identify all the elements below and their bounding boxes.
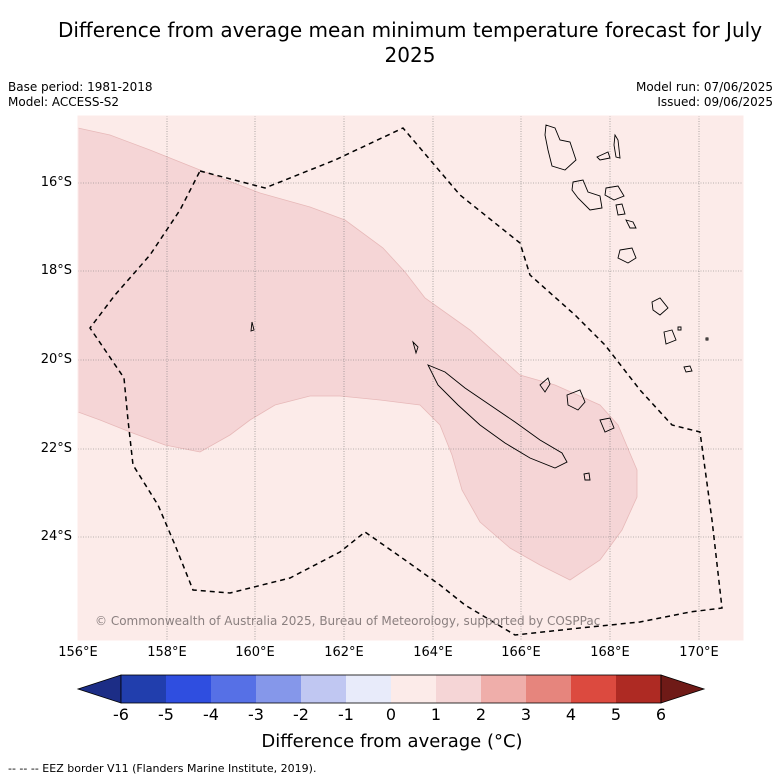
chesterfield-island — [250, 321, 255, 332]
vanuatu-espiritu-santo — [544, 124, 577, 171]
colorbar-tick-label: 4 — [565, 705, 577, 724]
colorbar-bin — [391, 675, 436, 703]
lon-label-156e: 156°E — [58, 645, 98, 660]
vanuatu-aneityum — [683, 365, 693, 373]
colorbar-bin — [301, 675, 346, 703]
colorbar-tick-label: 1 — [430, 705, 442, 724]
vanuatu-epi — [615, 203, 626, 216]
colorbar-tick-label: 3 — [520, 705, 532, 724]
colorbar-bin — [211, 675, 256, 703]
colorbar-bin — [616, 675, 661, 703]
colorbar-tick-label: -5 — [158, 705, 174, 724]
vanuatu-maewo — [613, 133, 621, 159]
colorbar — [76, 674, 706, 704]
anomaly-region-1-2 — [77, 127, 638, 581]
colorbar-bin — [166, 675, 211, 703]
map-frame — [77, 115, 744, 641]
new-caledonia-island — [427, 364, 568, 469]
colorbar-bin — [436, 675, 481, 703]
vanuatu-pentecost-ambrym — [604, 185, 625, 201]
meta-left: Base period: 1981-2018 Model: ACCESS-S2 — [8, 80, 153, 110]
gridlines — [78, 116, 743, 640]
lon-label-162e: 162°E — [324, 645, 364, 660]
model-text: Model: ACCESS-S2 — [8, 95, 120, 109]
lat-label-16s: 16°S — [40, 175, 72, 190]
eez-legend-note: -- -- -- EEZ border V11 (Flanders Marine… — [8, 762, 317, 775]
isle-of-pines — [583, 472, 591, 481]
vanuatu-tanna — [663, 329, 677, 345]
lat-label-24s: 24°S — [40, 529, 72, 544]
lon-label-170e: 170°E — [679, 645, 719, 660]
lon-label-164e: 164°E — [413, 645, 453, 660]
issued-text: Issued: 09/06/2025 — [657, 95, 773, 109]
model-run-text: Model run: 07/06/2025 — [635, 80, 773, 94]
base-period-text: Base period: 1981-2018 — [8, 80, 153, 94]
map-title: Difference from average mean minimum tem… — [57, 18, 763, 67]
islands — [250, 124, 709, 481]
vanuatu-aniwa — [705, 337, 709, 341]
lon-label-166e: 166°E — [501, 645, 541, 660]
colorbar-tick-label: 5 — [610, 705, 622, 724]
colorbar-tick-label: 2 — [475, 705, 487, 724]
lon-label-160e: 160°E — [235, 645, 275, 660]
lon-label-158e: 158°E — [147, 645, 187, 660]
colorbar-tick-label: -3 — [248, 705, 264, 724]
vanuatu-ambae — [596, 151, 611, 161]
vanuatu-malekula — [571, 179, 603, 211]
lon-label-168e: 168°E — [590, 645, 630, 660]
colorbar-bin — [571, 675, 616, 703]
colorbar-tick-label: -6 — [113, 705, 129, 724]
eez-border — [89, 127, 723, 636]
colorbar-extend-high — [660, 674, 706, 704]
vanuatu-efate — [617, 247, 637, 264]
vanuatu-futuna — [677, 326, 682, 331]
belep-island — [412, 340, 419, 355]
loyalty-island-ouvea — [539, 377, 551, 393]
colorbar-bin — [481, 675, 526, 703]
colorbar-bin — [121, 675, 166, 703]
colorbar-bin — [526, 675, 571, 703]
colorbar-tick-label: 6 — [655, 705, 667, 724]
colorbar-bin — [256, 675, 301, 703]
vanuatu-erromango — [651, 297, 669, 316]
colorbar-extend-low — [76, 674, 122, 704]
colorbar-title: Difference from average (°C) — [261, 731, 523, 752]
colorbar-tick-label: -2 — [293, 705, 309, 724]
lat-label-18s: 18°S — [40, 263, 72, 278]
colorbar-tick-label: 0 — [385, 705, 397, 724]
colorbar-bin — [346, 675, 391, 703]
colorbar-tick-label: -1 — [338, 705, 354, 724]
loyalty-island-mare — [599, 417, 615, 433]
meta-right: Model run: 07/06/2025 Issued: 09/06/2025 — [636, 80, 773, 110]
lat-label-20s: 20°S — [40, 352, 72, 367]
colorbar-tick-label: -4 — [203, 705, 219, 724]
loyalty-island-lifou — [566, 389, 586, 411]
vanuatu-shepherd-isles — [625, 219, 637, 229]
lat-label-22s: 22°S — [40, 441, 72, 456]
copyright-text: © Commonwealth of Australia 2025, Bureau… — [95, 614, 601, 628]
